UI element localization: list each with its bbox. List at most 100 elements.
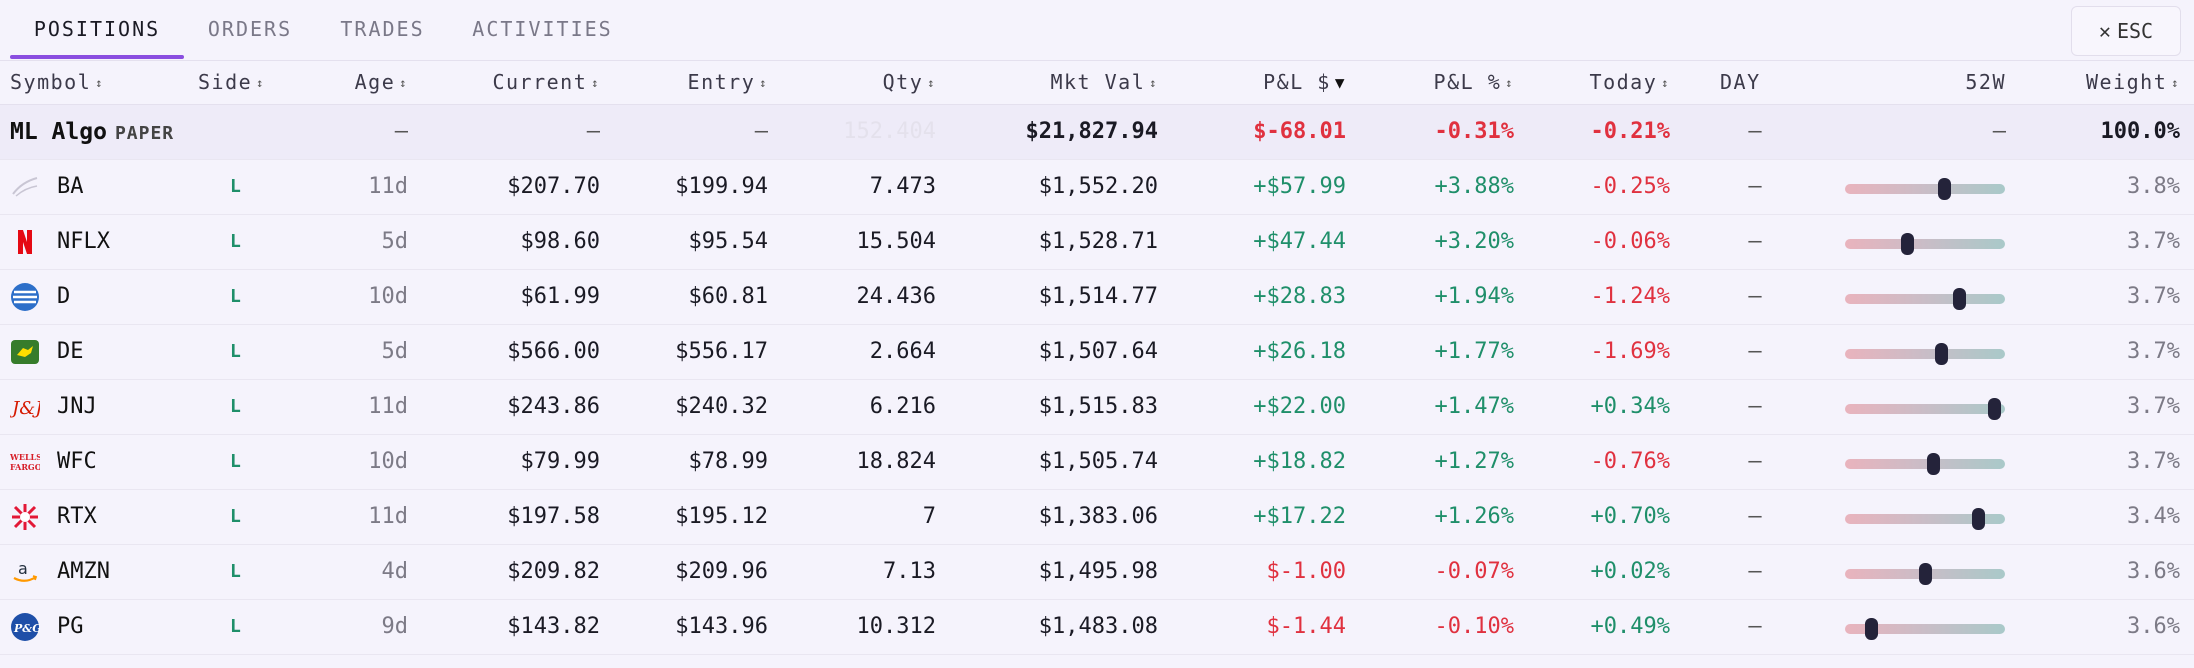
qty-cell: 18.824 [856,449,936,474]
table-row[interactable]: DE L 5d $566.00 $556.17 2.664 $1,507.64 +$26.18… [0,325,2194,380]
mkt-val-cell: $1,514.77 [1038,284,1158,309]
table-row[interactable]: BA L 11d $207.70 $199.94 7.473 $1,552.20 +$57.9… [0,160,2194,215]
tab-orders[interactable]: ORDERS [207,17,293,41]
col-label: Entry [687,70,756,94]
col-header-weight[interactable]: Weight ↕ [2030,60,2180,104]
weight-cell: 3.4% [2127,504,2180,529]
table-row[interactable]: NFLX L 5d $98.60 $95.54 15.504 $1,528.71 +$47.4… [0,215,2194,270]
svg-text:WELLS: WELLS [10,453,40,462]
sort-icon: ↕ [399,76,408,90]
tab-trades[interactable]: TRADES [340,17,425,41]
summary-age: — [394,119,408,144]
sort-icon: ↕ [1149,76,1158,90]
range-52w-bar [1845,343,2005,365]
col-label: Qty [882,70,924,94]
range-52w-bar [1845,288,2005,310]
side-badge: L [230,341,241,362]
svg-text:a: a [18,559,28,578]
weight-cell: 3.6% [2127,614,2180,639]
entry-price-cell: $199.94 [675,174,768,199]
col-header-mkt-val[interactable]: Mkt Val ↕ [950,60,1158,104]
esc-close-button[interactable]: ✕ ESC [2071,6,2181,56]
table-row[interactable]: a AMZN L 4d $209.82 $209.96 7.13 $1,495.98 $-1.0… [0,545,2194,600]
weight-cell: 3.8% [2127,174,2180,199]
table-row[interactable]: P&G PG L 9d $143.82 $143.96 10.312 $1,483.08 $-1… [0,600,2194,655]
summary-52w: — [1992,119,2006,144]
current-price-cell: $143.82 [507,614,600,639]
age-cell: 10d [368,284,408,309]
side-badge: L [230,176,241,197]
summary-current: — [586,119,600,144]
boeing-logo [10,172,40,202]
col-header-52w: 52W [1965,70,2006,94]
qty-cell: 10.312 [856,614,936,639]
pnl-pct-cell: +1.27% [1434,449,1514,474]
current-price-cell: $79.99 [520,449,600,474]
pnl-pct-cell: +3.20% [1434,229,1514,254]
entry-price-cell: $209.96 [675,559,768,584]
summary-entry: — [754,119,768,144]
table-header: Symbol ↕ Side ↕ Age ↕ Current ↕ Entry ↕ Qty ↕ … [0,60,2194,105]
summary-weight: 100.0% [2100,119,2180,144]
range-52w-marker [1919,563,1932,585]
sort-icon: ↕ [2171,76,2180,90]
summary-mkt-val: $21,827.94 [1025,119,1158,144]
col-header-entry[interactable]: Entry ↕ [600,60,768,104]
sort-desc-icon: ▼ [1334,73,1346,92]
table-row[interactable]: RTX L 11d $197.58 $195.12 7 $1,383.06 +$17.22 +1… [0,490,2194,545]
current-price-cell: $566.00 [507,339,600,364]
tab-positions[interactable]: POSITIONS [33,17,161,41]
range-52w-bar [1845,508,2005,530]
dominion-logo [10,282,40,312]
range-52w-marker [1971,508,1985,530]
entry-price-cell: $195.12 [675,504,768,529]
ticker-symbol: D [57,284,71,309]
col-header-side[interactable]: Side ↕ [198,60,265,104]
col-label: Symbol [10,70,92,94]
col-header-qty[interactable]: Qty ↕ [780,60,936,104]
range-52w-bar [1845,233,2005,255]
procter-gamble-logo: P&G [10,612,40,642]
mkt-val-cell: $1,495.98 [1038,559,1158,584]
table-row[interactable]: J&J JNJ L 11d $243.86 $240.32 6.216 $1,515.83 +$… [0,380,2194,435]
ticker-symbol: DE [57,339,84,364]
svg-text:FARGO: FARGO [10,463,40,472]
col-header-pnl-usd[interactable]: P&L $ ▼ [1170,60,1346,104]
pnl-usd-cell: +$22.00 [1253,394,1346,419]
range-52w-marker [1938,178,1952,200]
table-row[interactable]: WELLS FARGO WFC L 10d $79.99 $78.99 18.824 $1,50… [0,435,2194,490]
entry-price-cell: $143.96 [675,614,768,639]
ticker-symbol: AMZN [57,559,110,584]
summary-pnl-usd: $-68.01 [1253,119,1346,144]
today-cell: -0.76% [1590,449,1670,474]
ticker-symbol: NFLX [57,229,110,254]
age-cell: 11d [368,174,408,199]
mkt-val-cell: $1,383.06 [1038,504,1158,529]
sort-icon: ↕ [1661,76,1670,90]
day-cell: — [1748,284,1762,309]
qty-cell: 15.504 [856,229,936,254]
col-header-pnl-pct[interactable]: P&L % ↕ [1360,60,1514,104]
john-deere-logo [10,337,40,367]
col-header-today[interactable]: Today ↕ [1520,60,1670,104]
range-52w-bar [1845,618,2005,640]
entry-price-cell: $78.99 [688,449,768,474]
current-price-cell: $197.58 [507,504,600,529]
side-badge: L [230,231,241,252]
portfolio-summary-row[interactable]: ML Algo PAPER — — — 152.404 $21,827.94 $-… [0,105,2194,160]
col-header-current[interactable]: Current ↕ [420,60,600,104]
range-52w-bar [1845,563,2005,585]
entry-price-cell: $95.54 [688,229,768,254]
day-cell: — [1748,504,1762,529]
tab-activities[interactable]: ACTIVITIES [472,17,613,41]
table-row[interactable]: D L 10d $61.99 $60.81 24.436 $1,514.77 +$28.83 +… [0,270,2194,325]
side-badge: L [230,616,241,637]
col-header-age[interactable]: Age ↕ [300,60,408,104]
range-52w-marker [1952,288,1966,310]
mkt-val-cell: $1,483.08 [1038,614,1158,639]
rtx-logo [10,502,40,532]
col-header-symbol[interactable]: Symbol ↕ [10,60,104,104]
col-label: Mkt Val [1050,70,1146,94]
sort-icon: ↕ [759,76,768,90]
range-52w-bar [1845,178,2005,200]
